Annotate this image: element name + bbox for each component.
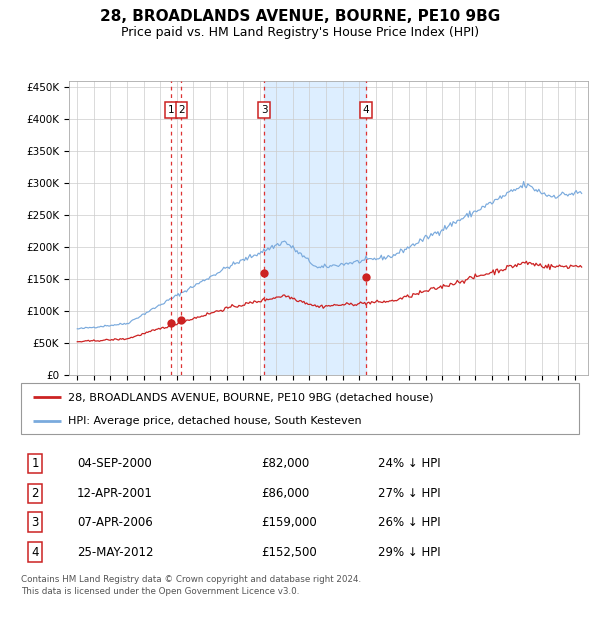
Text: 2: 2 bbox=[31, 487, 39, 500]
Text: 3: 3 bbox=[261, 105, 268, 115]
Text: 04-SEP-2000: 04-SEP-2000 bbox=[77, 457, 152, 470]
Text: £82,000: £82,000 bbox=[261, 457, 309, 470]
FancyBboxPatch shape bbox=[21, 383, 579, 434]
Text: 28, BROADLANDS AVENUE, BOURNE, PE10 9BG (detached house): 28, BROADLANDS AVENUE, BOURNE, PE10 9BG … bbox=[68, 392, 434, 402]
Text: 24% ↓ HPI: 24% ↓ HPI bbox=[378, 457, 441, 470]
Text: HPI: Average price, detached house, South Kesteven: HPI: Average price, detached house, Sout… bbox=[68, 416, 362, 427]
Text: 3: 3 bbox=[31, 516, 38, 529]
Bar bbox=[264, 81, 365, 375]
Text: £152,500: £152,500 bbox=[261, 546, 317, 559]
Text: 4: 4 bbox=[31, 546, 39, 559]
Text: 27% ↓ HPI: 27% ↓ HPI bbox=[378, 487, 441, 500]
Text: £86,000: £86,000 bbox=[261, 487, 309, 500]
Text: 1: 1 bbox=[31, 457, 39, 470]
Text: 26% ↓ HPI: 26% ↓ HPI bbox=[378, 516, 441, 529]
Text: 12-APR-2001: 12-APR-2001 bbox=[77, 487, 152, 500]
Text: 07-APR-2006: 07-APR-2006 bbox=[77, 516, 152, 529]
Text: 29% ↓ HPI: 29% ↓ HPI bbox=[378, 546, 441, 559]
Text: 4: 4 bbox=[362, 105, 369, 115]
Text: 25-MAY-2012: 25-MAY-2012 bbox=[77, 546, 154, 559]
Text: £159,000: £159,000 bbox=[261, 516, 317, 529]
Text: 2: 2 bbox=[178, 105, 185, 115]
Text: 28, BROADLANDS AVENUE, BOURNE, PE10 9BG: 28, BROADLANDS AVENUE, BOURNE, PE10 9BG bbox=[100, 9, 500, 24]
Text: Contains HM Land Registry data © Crown copyright and database right 2024.
This d: Contains HM Land Registry data © Crown c… bbox=[21, 575, 361, 596]
Text: Price paid vs. HM Land Registry's House Price Index (HPI): Price paid vs. HM Land Registry's House … bbox=[121, 26, 479, 39]
Text: 1: 1 bbox=[168, 105, 175, 115]
